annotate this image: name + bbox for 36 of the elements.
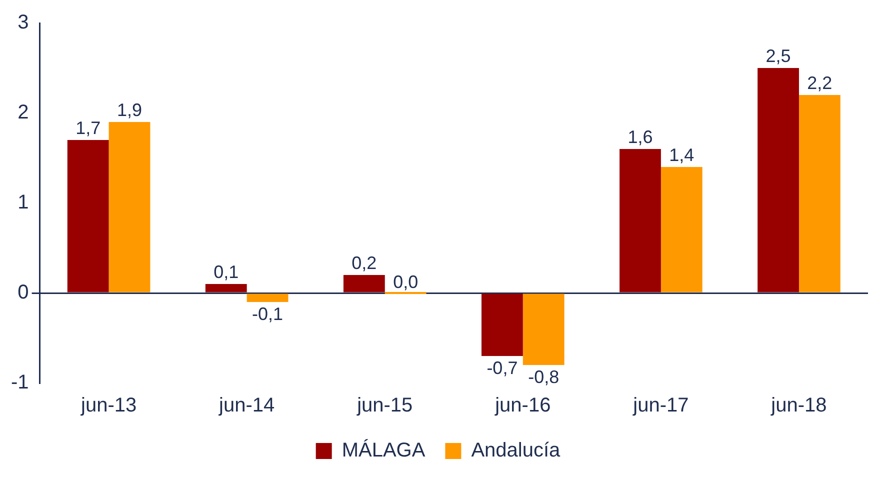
x-tick-label: jun-16 (494, 394, 551, 417)
data-label: -0,7 (486, 358, 518, 378)
y-tick-label: 1 (18, 192, 29, 214)
bar (246, 294, 288, 302)
y-tick-label: 0 (18, 282, 29, 304)
data-label: 0,1 (214, 262, 239, 282)
x-tick-label: jun-18 (770, 394, 827, 417)
bar (522, 294, 564, 365)
legend-label: Andalucía (471, 440, 562, 462)
data-label: -0,8 (528, 366, 560, 387)
data-label: 2,2 (807, 72, 832, 93)
data-label: 2,5 (766, 46, 791, 66)
bar (798, 95, 840, 292)
bar (660, 167, 702, 292)
bar (205, 284, 247, 292)
bar (108, 122, 150, 292)
data-label: 1,4 (669, 144, 694, 165)
y-tick-label: -1 (10, 372, 29, 394)
y-tick-label: 3 (18, 12, 29, 34)
x-tick-label: jun-17 (632, 394, 689, 417)
legend-label: MÁLAGA (342, 438, 426, 462)
data-label: 0,2 (352, 252, 377, 273)
bar (620, 149, 661, 292)
bar (482, 294, 523, 356)
x-tick-label: jun-14 (218, 394, 275, 417)
data-label: 1,6 (628, 126, 653, 147)
y-tick-label: 2 (18, 102, 29, 124)
data-label: 1,9 (116, 100, 142, 120)
data-label: -0,1 (252, 304, 284, 324)
x-tick-label: jun-15 (356, 394, 413, 417)
bar (343, 275, 385, 292)
bar (67, 140, 109, 292)
data-label: 0,0 (393, 272, 418, 292)
data-label: 1,7 (76, 118, 101, 138)
x-tick-label: jun-13 (80, 394, 137, 417)
bar (758, 68, 799, 292)
